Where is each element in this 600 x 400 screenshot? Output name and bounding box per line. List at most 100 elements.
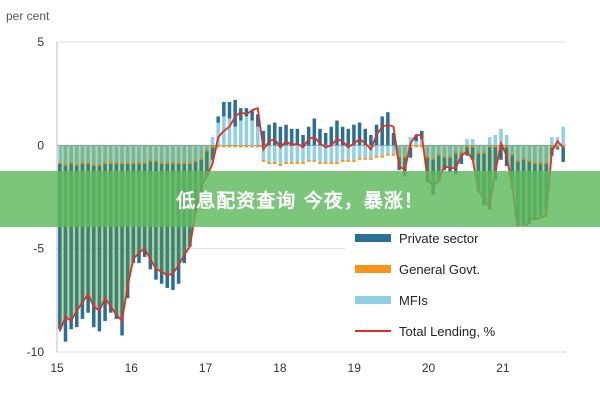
mfi-bar <box>312 145 317 160</box>
govt-bar <box>470 145 475 148</box>
private-bar <box>80 163 85 319</box>
legend-label: General Govt. <box>399 262 480 277</box>
govt-bar <box>425 155 430 158</box>
mfi-bar <box>499 128 503 146</box>
mfi-bar <box>289 145 294 162</box>
govt-bar <box>114 161 119 164</box>
govt-bar <box>244 145 249 148</box>
mfi-bar <box>544 145 548 162</box>
mfi-bar <box>148 145 153 160</box>
mfi-bar <box>493 135 498 146</box>
govt-bar <box>193 159 198 162</box>
promo-banner[interactable]: 低息配资查询 今夜，暴涨！ <box>0 171 600 227</box>
govt-bar <box>482 151 486 154</box>
govt-bar <box>256 145 260 148</box>
private-bar <box>380 116 384 146</box>
govt-bar <box>550 145 554 148</box>
y-tick-label: -5 <box>33 242 44 256</box>
govt-bar <box>148 159 153 162</box>
mfi-bar <box>448 145 452 156</box>
private-bar <box>352 124 356 146</box>
mfi-bar <box>256 126 260 146</box>
mfi-bar <box>58 145 62 162</box>
y-axis-unit-label: per cent <box>6 9 50 23</box>
govt-bar <box>159 161 164 164</box>
private-bar <box>278 126 283 146</box>
mfi-bar <box>397 145 401 156</box>
private-bar <box>289 128 294 146</box>
mfi-bar <box>210 137 215 146</box>
govt-bar <box>210 145 215 148</box>
govt-bar <box>436 153 441 156</box>
private-bar <box>499 147 503 160</box>
govt-bar <box>295 161 300 164</box>
mfi-bar <box>436 145 441 154</box>
mfi-bar <box>346 145 351 160</box>
mfi-bar <box>403 145 407 156</box>
govt-bar <box>284 161 288 164</box>
private-bar <box>69 163 73 330</box>
mfi-bar <box>182 145 187 162</box>
govt-bar <box>493 145 498 148</box>
govt-bar <box>318 161 322 164</box>
govt-bar <box>92 163 96 166</box>
mfi-bar <box>561 126 565 146</box>
private-bar <box>272 122 277 146</box>
private-bar <box>561 147 565 162</box>
govt-bar <box>233 145 237 148</box>
mfi-bar <box>193 145 198 160</box>
mfi-bar <box>244 116 249 146</box>
govt-bar <box>261 159 266 162</box>
private-bar <box>250 110 254 121</box>
mfi-bar <box>176 145 181 162</box>
mfi-bar <box>510 145 515 154</box>
private-bar <box>346 128 351 146</box>
mfi-bar <box>374 145 379 156</box>
mfi-bar <box>278 145 283 164</box>
mfi-bar <box>431 145 435 158</box>
private-bar <box>103 163 107 321</box>
private-bar <box>442 157 447 171</box>
private-bar <box>205 151 209 177</box>
private-bar <box>301 135 305 146</box>
govt-bar <box>414 145 418 148</box>
mfi-bar <box>516 145 520 160</box>
govt-bar <box>312 159 317 162</box>
govt-bar <box>555 145 560 148</box>
private-bar <box>306 126 311 146</box>
private-bar <box>357 122 362 146</box>
private-bar <box>493 147 498 181</box>
private-bar <box>92 166 96 328</box>
mfi-bar <box>199 145 203 158</box>
mfi-bar <box>165 145 170 162</box>
govt-bar <box>289 161 294 164</box>
govt-bar <box>516 159 520 162</box>
mfi-bar <box>131 145 136 162</box>
govt-bar <box>267 161 271 164</box>
govt-bar <box>380 155 384 158</box>
govt-bar <box>346 159 351 162</box>
mfi-bar <box>108 145 113 162</box>
legend-swatch <box>355 296 391 304</box>
private-bar <box>108 163 113 313</box>
govt-bar <box>216 145 220 148</box>
mfi-bar <box>125 145 130 162</box>
govt-bar <box>352 159 356 162</box>
legend-swatch <box>355 265 391 273</box>
private-bar <box>448 157 452 173</box>
mfi-bar <box>482 145 486 152</box>
private-bar <box>114 163 119 319</box>
mfi-bar <box>137 145 141 162</box>
govt-bar <box>363 157 367 160</box>
govt-bar <box>188 161 192 164</box>
mfi-bar <box>369 145 373 158</box>
govt-bar <box>442 155 447 158</box>
x-tick-label: 21 <box>496 361 510 375</box>
mfi-bar <box>97 145 102 164</box>
govt-bar <box>369 157 373 160</box>
govt-bar <box>527 159 531 162</box>
govt-bar <box>222 145 226 148</box>
govt-bar <box>533 161 537 164</box>
govt-bar <box>125 161 130 164</box>
mfi-bar <box>171 145 175 162</box>
